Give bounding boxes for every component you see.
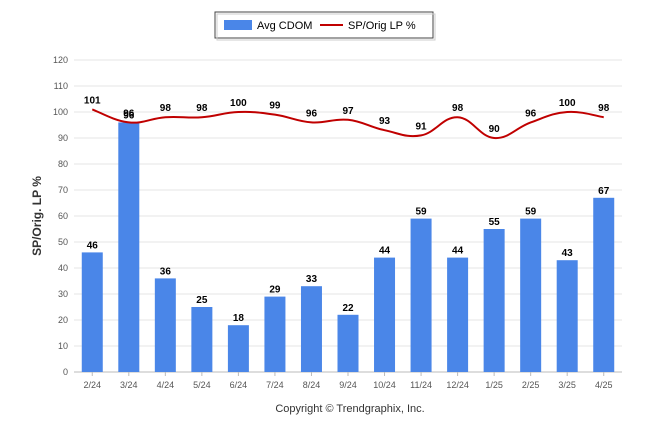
x-tick-label-11: 12/24 [446,380,469,390]
y-tick-label-110: 110 [54,81,68,91]
x-tick-label-15: 4/25 [595,380,613,390]
bar-6 [264,296,286,372]
bar-label-7: 33 [306,274,318,285]
bar-12 [483,229,505,372]
bar-data-labels: 46 96 36 25 18 29 33 22 44 59 44 55 59 43 67 [87,110,610,324]
y-tick-label-80: 80 [58,159,68,169]
line-label-15: 98 [598,103,610,114]
bar-13 [520,218,542,372]
line-label-1: 101 [84,95,101,106]
y-tick-label-0: 0 [63,367,68,377]
x-tick-label-2: 3/24 [120,380,138,390]
bar-5 [227,325,249,372]
bar-2 [118,122,140,373]
line-series [91,108,604,140]
y-tick-label-50: 50 [58,237,68,247]
y-tick-label-120: 120 [53,55,68,65]
line-label-8: 97 [342,106,354,117]
bar-label-5: 18 [233,313,245,324]
line-label-3: 98 [160,103,172,114]
bar-10 [410,218,432,372]
y-tick-label-30: 30 [58,289,68,299]
bar-label-6: 29 [269,285,281,296]
legend: Avg CDOM SP/Orig LP % [214,11,436,41]
y-tick-label-20: 20 [58,315,68,325]
bar-label-13: 59 [525,207,537,218]
bar-label-1: 46 [87,240,99,251]
y-tick-label-10: 10 [58,341,68,351]
x-tick-label-5: 6/24 [230,380,248,390]
bar-11 [447,257,469,372]
bar-3 [154,278,176,372]
line-label-5: 100 [230,98,247,109]
line-label-11: 98 [452,103,464,114]
bar-14 [556,260,578,372]
bar-label-10: 59 [416,207,428,218]
y-tick-label-70: 70 [58,185,68,195]
legend-label-avg-cdom: Avg CDOM [257,20,312,32]
bar-1 [81,252,103,372]
y-axis-title: SP/Orig. LP % [30,176,44,256]
bar-8 [337,314,359,372]
bar-15 [593,197,615,372]
x-tick-label-13: 2/25 [522,380,540,390]
bar-label-3: 36 [160,266,172,277]
x-tick-label-4: 5/24 [193,380,211,390]
y-tick-label-60: 60 [58,211,68,221]
x-tick-label-3: 4/24 [157,380,175,390]
copyright-text: Copyright © Trendgraphix, Inc. [275,403,424,415]
line-label-7: 96 [306,108,318,119]
x-tick-label-12: 1/25 [485,380,503,390]
legend-label-sp-orig: SP/Orig LP % [348,20,416,32]
bar-9 [374,257,396,372]
line-label-14: 100 [559,98,576,109]
bar-label-4: 25 [196,295,208,306]
bar-label-15: 67 [598,186,610,197]
bar-label-14: 43 [562,248,574,259]
y-tick-label-40: 40 [58,263,68,273]
x-tick-label-8: 9/24 [339,380,357,390]
line-label-4: 98 [196,103,208,114]
bar-label-12: 55 [489,217,501,228]
bar-label-11: 44 [452,246,464,257]
x-tick-label-10: 11/24 [410,380,432,390]
line-label-6: 99 [269,101,281,112]
line-label-10: 91 [416,121,428,132]
bar-7 [300,286,322,372]
bar-label-8: 22 [342,303,354,314]
line-label-13: 96 [525,108,537,119]
x-tick-label-7: 8/24 [303,380,321,390]
bar-label-9: 44 [379,246,391,257]
x-tick-label-9: 10/24 [373,380,396,390]
bar-4 [191,307,213,372]
y-tick-label-100: 100 [53,107,68,117]
y-tick-label-90: 90 [58,133,68,143]
x-tick-label-14: 3/25 [558,380,576,390]
x-tick-label-6: 7/24 [266,380,284,390]
line-label-9: 93 [379,116,391,127]
line-data-labels: 101 96 98 98 100 99 96 97 93 91 98 90 96 100 98 [84,95,610,135]
legend-shadow [216,13,436,41]
line-label-12: 90 [489,124,501,135]
sp-orig-line [91,108,604,140]
x-axis-ticks: 2/24 3/24 4/24 5/24 6/24 7/24 8/24 9/24 10/24 11/… [84,372,613,390]
bar-series [81,122,615,373]
line-label-2: 96 [123,108,135,119]
y-axis-ticks: 0 10 20 30 40 50 60 70 80 90 100 110 120 [53,55,68,377]
legend-swatch-avg-cdom [224,20,252,30]
bar-label-2: 96 [123,110,135,121]
x-tick-label-1: 2/24 [84,380,102,390]
